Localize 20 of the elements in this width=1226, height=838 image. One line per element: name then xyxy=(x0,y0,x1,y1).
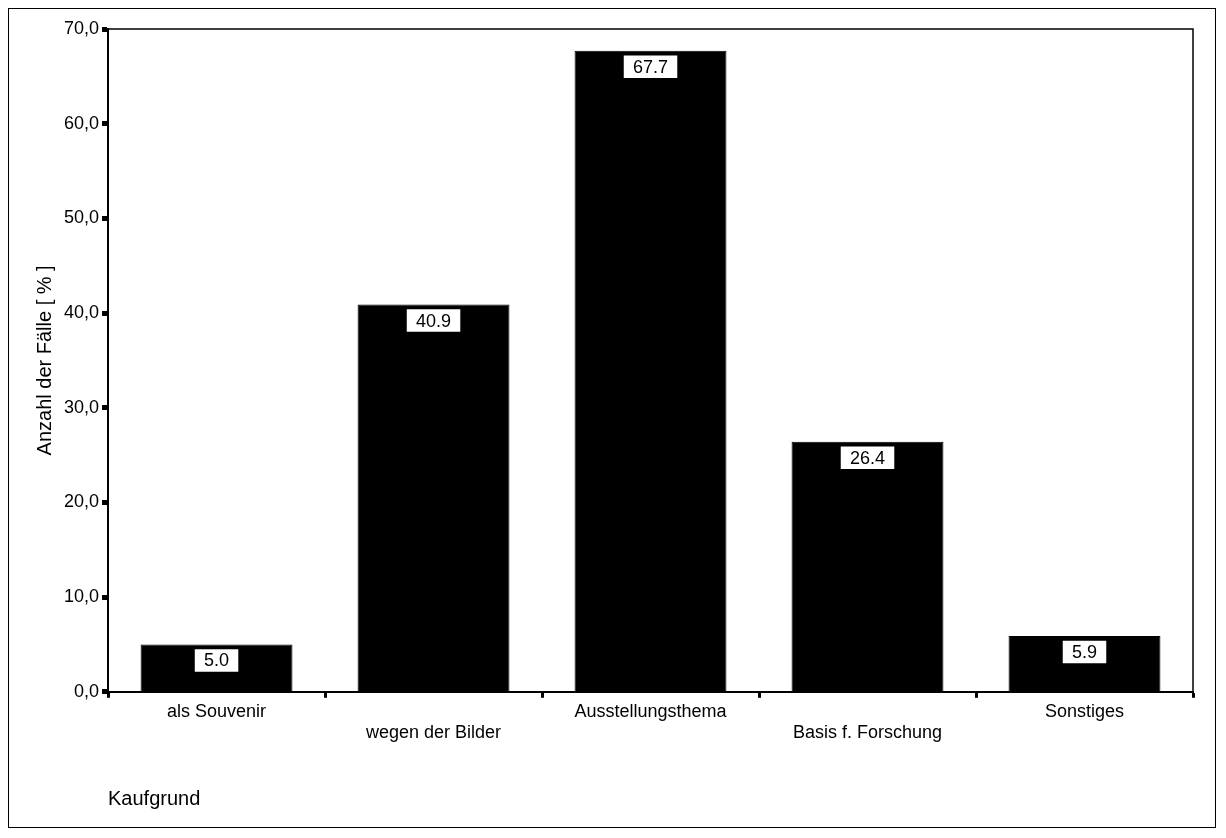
y-tick-label: 60,0 xyxy=(63,112,100,133)
y-axis-title: Anzahl der Fälle [ % ] xyxy=(32,265,55,456)
y-tick-label: 20,0 xyxy=(63,491,100,512)
data-label: 5.9 xyxy=(1071,641,1098,662)
x-tick-label: Sonstiges xyxy=(1044,700,1125,721)
y-tick-label: 0,0 xyxy=(74,680,100,701)
y-tick-label: 50,0 xyxy=(63,207,100,228)
data-label: 67.7 xyxy=(632,56,669,77)
x-tick-label: Basis f. Forschung xyxy=(792,722,943,743)
data-label: 26.4 xyxy=(849,447,886,468)
data-label: 40.9 xyxy=(416,310,452,331)
data-label: 5.0 xyxy=(204,650,230,671)
y-tick-label: 70,0 xyxy=(63,17,100,38)
y-tick-label: 30,0 xyxy=(63,396,100,417)
x-tick-label: als Souvenir xyxy=(167,700,267,721)
x-tick-label: wegen der Bilder xyxy=(364,722,502,743)
x-tick-label: Ausstellungsthema xyxy=(574,700,728,721)
x-axis-title: Kaufgrund xyxy=(108,786,201,809)
y-tick-label: 10,0 xyxy=(63,586,100,607)
y-tick-label: 40,0 xyxy=(63,302,100,323)
